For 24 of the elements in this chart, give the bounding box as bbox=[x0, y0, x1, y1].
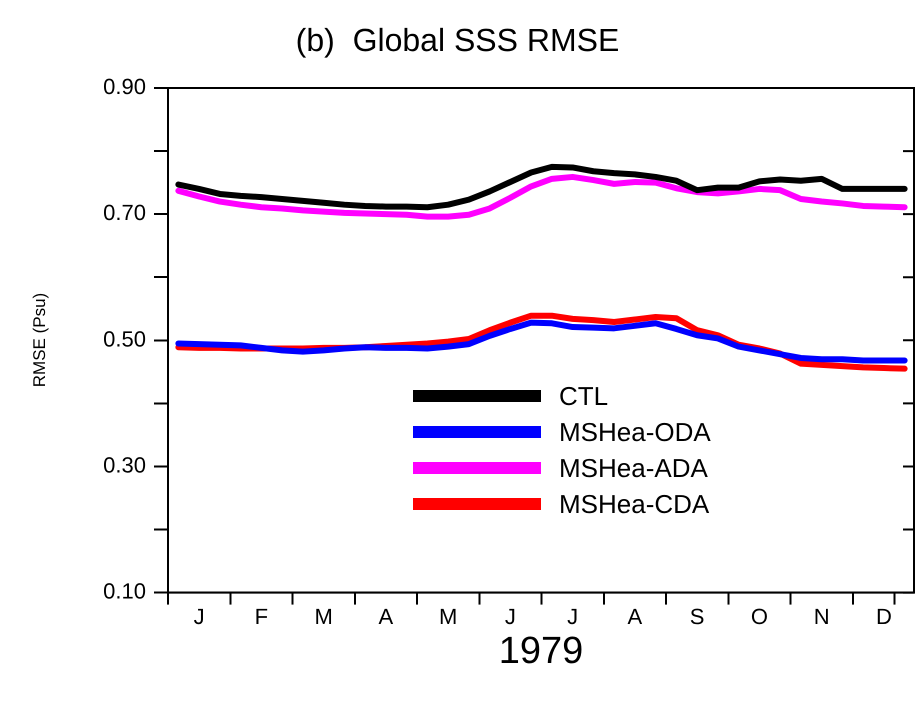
y-tick-label: 0.30 bbox=[103, 452, 146, 478]
x-tick-label: D bbox=[876, 604, 892, 629]
y-tick-label: 0.50 bbox=[103, 326, 146, 352]
x-tick-label: S bbox=[690, 604, 704, 629]
x-tick-label: J bbox=[567, 604, 578, 629]
legend-label: MSHea-CDA bbox=[559, 488, 710, 520]
x-tick-label: O bbox=[750, 604, 768, 629]
x-tick-label: J bbox=[504, 604, 516, 629]
x-tick-label: F bbox=[254, 604, 268, 629]
x-tick-label: M bbox=[438, 604, 458, 629]
y-tick-label: 0.70 bbox=[103, 200, 146, 226]
x-tick-label: A bbox=[628, 604, 643, 629]
y-tick-label: 0.90 bbox=[103, 74, 146, 100]
legend-label: MSHea-ADA bbox=[559, 452, 708, 484]
legend-label: CTL bbox=[559, 380, 608, 412]
y-tick-label: 0.10 bbox=[103, 578, 146, 604]
x-tick-label: M bbox=[314, 604, 333, 629]
x-tick-label: A bbox=[378, 604, 394, 629]
x-axis-title: 1979 bbox=[498, 630, 584, 673]
x-tick-label: J bbox=[194, 604, 205, 629]
x-tick-label: N bbox=[814, 604, 830, 629]
chart-title: (b) Global SSS RMSE bbox=[294, 22, 620, 59]
legend-label: MSHea-ODA bbox=[559, 416, 711, 448]
y-axis-title: RMSE (Psu) bbox=[30, 292, 50, 390]
